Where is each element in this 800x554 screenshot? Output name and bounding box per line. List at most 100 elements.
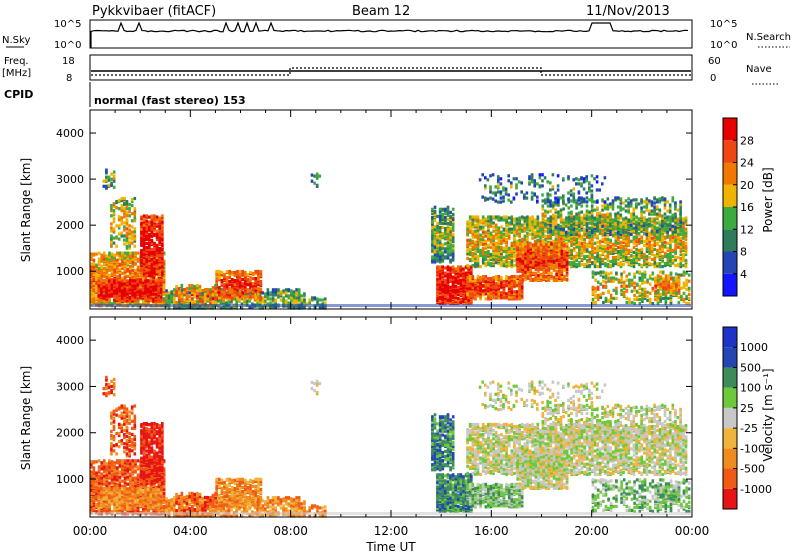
power-cell (92, 252, 96, 256)
power-cell (92, 300, 96, 304)
power-cell (145, 265, 148, 269)
power-cell (449, 272, 452, 276)
power-cell (606, 246, 610, 250)
power-cell (500, 280, 503, 284)
power-cell (175, 290, 178, 294)
power-cell (120, 216, 124, 220)
power-cell (559, 247, 563, 251)
power-cell (254, 284, 257, 288)
power-cell (92, 276, 96, 280)
power-cell (505, 239, 508, 243)
power-cell (107, 288, 111, 292)
power-cell (238, 280, 242, 284)
power-cell (464, 271, 468, 275)
power-cell (446, 267, 450, 271)
power-cell (162, 279, 166, 284)
power-cell (572, 236, 576, 240)
power-cell (462, 281, 465, 285)
power-cell (489, 239, 493, 243)
power-cell (139, 282, 142, 286)
power-cell (433, 245, 437, 249)
power-cell (479, 248, 482, 252)
power-cell (528, 225, 532, 229)
power-cell (211, 285, 215, 290)
power-cell (601, 246, 605, 250)
power-cell (507, 227, 511, 231)
power-cell (570, 256, 573, 261)
power-cell (158, 216, 161, 220)
power-cell (505, 246, 508, 250)
power-cell (449, 250, 452, 254)
power-cell (236, 286, 239, 290)
power-cell (159, 290, 163, 294)
power-cell (446, 235, 450, 239)
power-cell (155, 215, 159, 219)
power-cell (125, 218, 129, 222)
power-cell (246, 272, 250, 277)
power-cell (559, 219, 563, 223)
power-cell (140, 248, 143, 253)
power-cell (451, 295, 455, 299)
power-cell (500, 225, 503, 229)
power-cell (128, 210, 131, 214)
power-cell (526, 224, 529, 228)
power-cell (510, 230, 514, 234)
power-cell (494, 217, 498, 221)
power-cell (487, 263, 490, 267)
power-cell (606, 257, 610, 262)
power-cell (161, 265, 164, 269)
power-cell (484, 253, 488, 258)
power-cell (433, 209, 437, 213)
power-cell (484, 262, 488, 266)
power-cell (531, 219, 534, 223)
power-cell (159, 283, 163, 287)
power-cell (152, 297, 155, 301)
power-cell (269, 291, 272, 295)
power-cell (580, 236, 584, 240)
power-cell (500, 251, 503, 255)
power-cell (241, 272, 244, 277)
power-cell (526, 240, 529, 244)
power-cell (572, 239, 576, 243)
power-cell (619, 226, 623, 230)
power-cell (632, 235, 636, 239)
power-cell (175, 301, 178, 305)
power-cell (436, 223, 439, 228)
power-cell (125, 244, 129, 248)
power-cell (476, 256, 480, 261)
power-cell (112, 220, 116, 224)
power-cell (497, 228, 501, 232)
power-cell (505, 253, 508, 258)
power-cell (492, 285, 495, 289)
power-cell (161, 241, 164, 245)
power-cell (462, 301, 465, 306)
power-cell (468, 238, 472, 242)
power-cell (466, 224, 469, 228)
power-cell (103, 268, 106, 272)
power-cell (120, 285, 124, 289)
power-cell (572, 261, 576, 265)
power-cell (619, 216, 623, 220)
power-cell (95, 302, 98, 306)
power-cell (218, 286, 221, 290)
power-cell (438, 259, 442, 263)
power-cell (466, 243, 469, 247)
power-cell (549, 215, 553, 219)
power-cell (609, 238, 612, 242)
power-cell (438, 274, 442, 278)
power-cell (154, 279, 158, 283)
power-cell (474, 229, 477, 233)
power-cell (459, 265, 463, 269)
power-cell (489, 224, 493, 228)
power-cell (121, 271, 124, 275)
power-cell (502, 280, 506, 284)
power-cell (155, 269, 159, 273)
power-cell (153, 232, 156, 236)
power-cell (505, 217, 508, 221)
power-cell (611, 242, 615, 246)
power-cell (619, 240, 623, 244)
power-cell (557, 215, 560, 219)
power-cell (497, 244, 501, 248)
power-cell (148, 247, 151, 252)
power-cell (466, 276, 469, 280)
